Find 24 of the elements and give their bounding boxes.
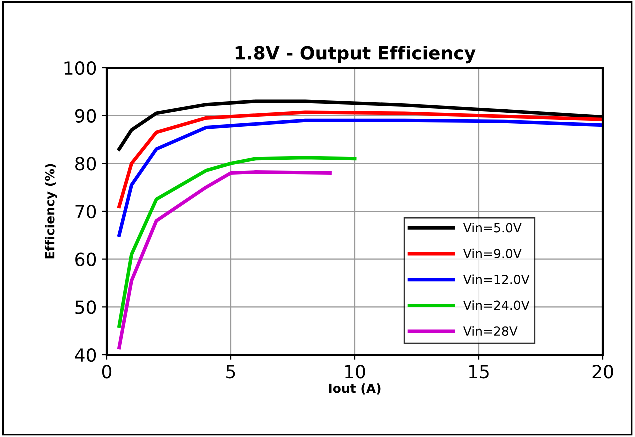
line-series xyxy=(118,170,332,350)
y-tick-label: 50 xyxy=(76,300,96,314)
y-axis-title: Efficiency (%) xyxy=(45,164,58,259)
y-tick-label: 40 xyxy=(75,348,96,362)
x-tick-label: 5 xyxy=(226,365,236,379)
legend-label: Vin=5.0V xyxy=(463,223,522,233)
legend-label: Vin=9.0V xyxy=(463,248,522,259)
chart-title: 1.8V - Output Efficiency xyxy=(236,46,476,64)
legend-label: Vin=12.0V xyxy=(463,274,530,284)
x-tick-label: 15 xyxy=(469,365,489,379)
line-series xyxy=(118,110,603,208)
y-tick-label: 80 xyxy=(76,157,96,171)
x-tick-label: 20 xyxy=(592,365,614,379)
y-tick-label: 70 xyxy=(76,204,96,219)
x-tick-label: 10 xyxy=(345,365,366,379)
legend-label: Vin=28V xyxy=(463,326,518,336)
y-tick-label: 100 xyxy=(64,61,96,76)
legend-label: Vin=24.0V xyxy=(463,300,530,310)
line-series xyxy=(118,156,357,328)
x-tick-label: 0 xyxy=(102,365,112,379)
y-tick-label: 90 xyxy=(75,109,96,123)
line-series xyxy=(118,118,603,238)
y-tick-label: 60 xyxy=(76,252,96,266)
x-axis-title: Iout (A) xyxy=(329,384,381,395)
